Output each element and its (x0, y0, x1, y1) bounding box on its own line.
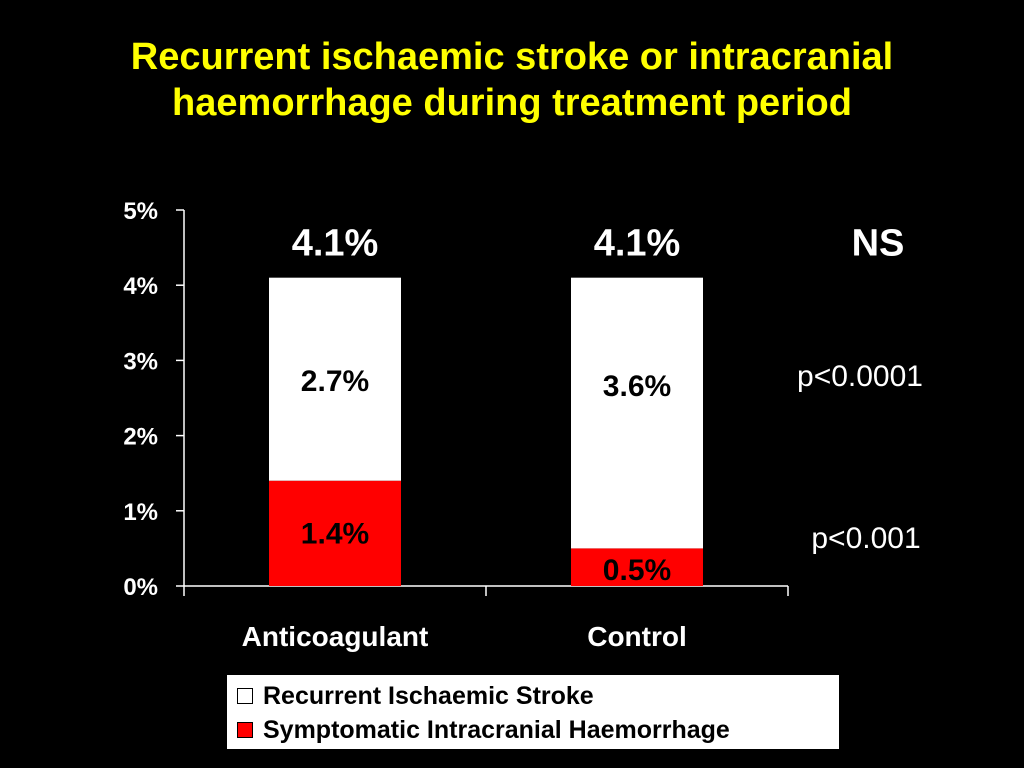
x-category-label: Control (587, 621, 687, 652)
y-tick-label: 2% (123, 424, 158, 451)
bar-label-ischaemic: 3.6% (603, 370, 671, 403)
bar-segment (269, 277, 401, 481)
bar-segment (269, 480, 401, 586)
p-value-ischaemic: p<0.0001 (797, 360, 923, 393)
x-category-label: Anticoagulant (242, 621, 429, 652)
bar-total-label: 4.1% (292, 223, 379, 265)
chart-title-line-1: Recurrent ischaemic stroke or intracrani… (130, 36, 894, 78)
y-tick-label: 5% (123, 198, 158, 225)
legend-label-haemorrhage: Symptomatic Intracranial Haemorrhage (263, 715, 730, 744)
bar-label-haemorrhage: 1.4% (301, 517, 369, 550)
chart-title-line-2: haemorrhage during treatment period (172, 82, 852, 124)
y-tick-label: 4% (123, 273, 158, 300)
chart-title: Recurrent ischaemic stroke or intracrani… (0, 34, 1024, 126)
bar-segment (571, 277, 703, 549)
y-tick-label: 1% (123, 499, 158, 526)
legend-item-ischaemic: Recurrent Ischaemic Stroke (237, 679, 839, 713)
legend-label-ischaemic: Recurrent Ischaemic Stroke (263, 681, 594, 710)
bar-label-haemorrhage: 0.5% (603, 554, 671, 587)
bar-segment (571, 548, 703, 586)
chart-legend: Recurrent Ischaemic Stroke Symptomatic I… (226, 674, 840, 750)
y-tick-label: 0% (123, 574, 158, 601)
significance-ns-label: NS (852, 223, 905, 265)
p-value-haemorrhage: p<0.001 (811, 522, 920, 555)
bar-label-ischaemic: 2.7% (301, 365, 369, 398)
bar-total-label: 4.1% (594, 223, 681, 265)
legend-swatch-haemorrhage (237, 722, 253, 738)
legend-swatch-ischaemic (237, 688, 253, 704)
legend-item-haemorrhage: Symptomatic Intracranial Haemorrhage (237, 713, 839, 747)
y-tick-label: 3% (123, 348, 158, 375)
